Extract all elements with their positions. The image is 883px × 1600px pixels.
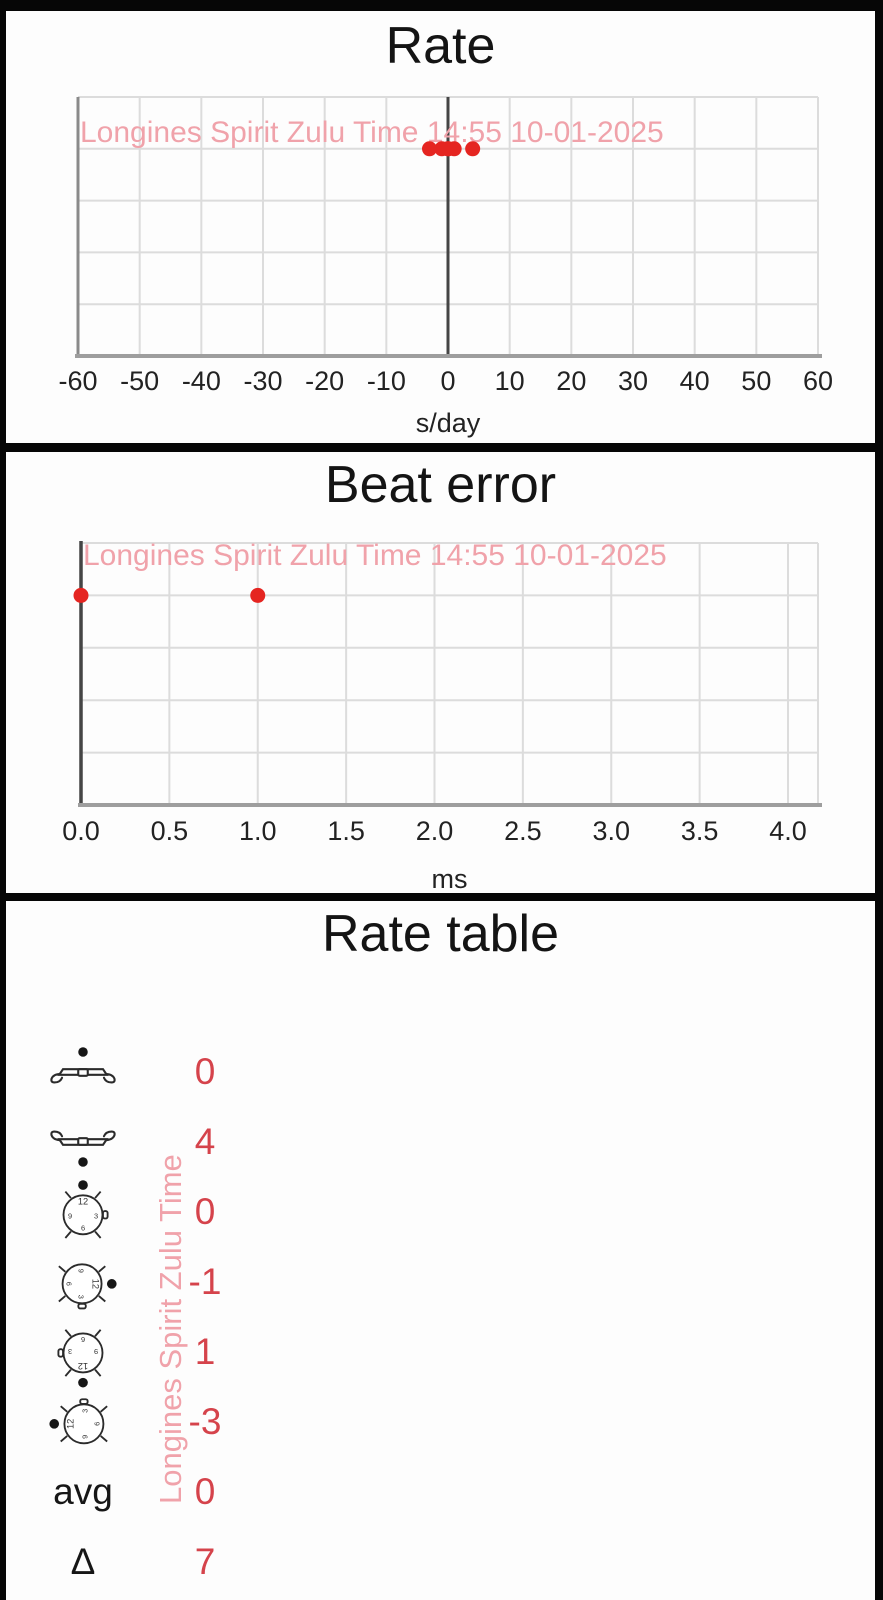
- data-point: [73, 587, 89, 603]
- x-axis-label: ms: [432, 864, 468, 893]
- beat-error-chart-canvas: Longines Spirit Zulu Time 14:55 10-01-20…: [62, 539, 822, 893]
- svg-text:9: 9: [94, 1347, 98, 1356]
- chart-watermark: Longines Spirit Zulu Time 14:55 10-01-20…: [83, 539, 667, 572]
- section-divider: [0, 893, 883, 901]
- watch-side-dot-bottom-icon: [18, 1114, 148, 1170]
- rate-value: 4: [194, 1121, 216, 1162]
- svg-text:6: 6: [81, 1335, 85, 1344]
- data-point: [422, 141, 437, 157]
- x-tick-label: -50: [120, 366, 159, 396]
- svg-text:12: 12: [78, 1361, 88, 1371]
- x-tick-label: 3.0: [592, 816, 630, 846]
- rate-table-row: 12 3 6 9 1: [6, 1317, 426, 1388]
- svg-text:9: 9: [68, 1212, 72, 1221]
- rate-table-card: Rate table 0 4 12 3 6: [6, 901, 875, 1600]
- rate-value: 7: [194, 1541, 216, 1582]
- chart-watermark: Longines Spirit Zulu Time 14:55 10-01-20…: [80, 116, 664, 149]
- rate-table-row: 12 3 6 9 0: [6, 1177, 426, 1247]
- watch-face-dot-bottom-icon: 12 3 6 9: [18, 1313, 148, 1391]
- x-tick-label: 30: [618, 366, 648, 396]
- svg-text:12: 12: [66, 1419, 76, 1429]
- rate-chart-title: Rate: [385, 17, 496, 75]
- data-point: [250, 587, 266, 603]
- svg-text:3: 3: [76, 1295, 85, 1299]
- svg-text:6: 6: [81, 1224, 85, 1233]
- rate-table-row: 4: [6, 1107, 426, 1177]
- rate-value: 0: [194, 1191, 216, 1232]
- data-point: [465, 141, 481, 157]
- svg-text:3: 3: [68, 1347, 72, 1356]
- x-tick-label: 60: [803, 366, 833, 396]
- x-tick-label: -40: [182, 366, 221, 396]
- x-tick-label: 1.5: [327, 816, 365, 846]
- svg-text:12: 12: [78, 1197, 88, 1207]
- rate-table-row-label: Δ: [70, 1541, 96, 1582]
- x-tick-label: -30: [243, 366, 282, 396]
- x-tick-label: 2.5: [504, 816, 542, 846]
- svg-text:6: 6: [93, 1422, 102, 1426]
- rate-chart-canvas: Longines Spirit Zulu Time 14:55 10-01-20…: [58, 96, 833, 438]
- rate-value: 0: [194, 1471, 216, 1512]
- x-tick-label: -60: [58, 366, 97, 396]
- rate-table-row: 12 3 6 9 -1: [6, 1247, 426, 1317]
- x-tick-label: 20: [556, 366, 586, 396]
- rate-table-row-label: avg: [53, 1471, 113, 1512]
- watch-face-dot-left-icon: 12 3 6 9: [18, 1383, 148, 1461]
- x-tick-label: 0: [440, 366, 455, 396]
- svg-text:6: 6: [64, 1282, 73, 1286]
- x-tick-label: 1.0: [239, 816, 277, 846]
- watch-side-dot-top-icon: [18, 1044, 148, 1100]
- x-tick-label: -20: [305, 366, 344, 396]
- watch-face-dot-top-icon: 12 3 6 9: [18, 1173, 148, 1251]
- data-point: [434, 141, 450, 157]
- rate-table-title: Rate table: [321, 905, 560, 963]
- vertical-watermark: Longines Spirit Zulu Time: [153, 1154, 188, 1505]
- section-divider: [0, 443, 883, 452]
- x-tick-label: 50: [741, 366, 771, 396]
- rate-table-row: 0: [6, 1037, 426, 1107]
- svg-text:3: 3: [81, 1409, 90, 1413]
- svg-text:9: 9: [81, 1435, 90, 1439]
- x-tick-label: 2.0: [416, 816, 454, 846]
- rate-value: 1: [194, 1331, 216, 1372]
- x-tick-label: 0.0: [62, 816, 100, 846]
- rate-value: 0: [194, 1051, 216, 1092]
- svg-text:3: 3: [94, 1212, 98, 1221]
- x-tick-label: 40: [680, 366, 710, 396]
- rate-chart-card: Rate Longines Spirit Zulu Time 14:55 10-…: [6, 11, 875, 443]
- beat-error-chart-title: Beat error: [324, 456, 557, 514]
- rate-value: -1: [188, 1261, 222, 1302]
- x-tick-label: 4.0: [769, 816, 807, 846]
- x-axis-label: s/day: [416, 408, 481, 438]
- svg-text:12: 12: [90, 1279, 100, 1289]
- x-tick-label: 3.5: [681, 816, 719, 846]
- rate-table: 0 4 12 3 6 9 0: [6, 1037, 426, 1597]
- x-tick-label: -10: [367, 366, 406, 396]
- rate-table-row: 12 3 6 9 -3: [6, 1387, 426, 1457]
- rate-table-row: avg 0: [6, 1457, 426, 1527]
- watch-face-dot-right-icon: 12 3 6 9: [18, 1243, 148, 1321]
- rate-value: -3: [188, 1401, 222, 1442]
- x-tick-label: 0.5: [151, 816, 189, 846]
- x-tick-label: 10: [495, 366, 525, 396]
- svg-text:9: 9: [76, 1269, 85, 1273]
- beat-error-chart-card: Beat error Longines Spirit Zulu Time 14:…: [6, 452, 875, 893]
- data-point: [446, 141, 462, 157]
